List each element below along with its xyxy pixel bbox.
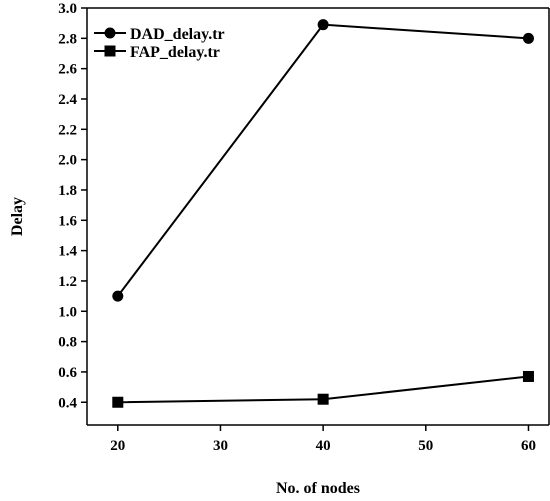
- data-point: [112, 290, 124, 302]
- y-tick-label: 2.2: [58, 122, 77, 138]
- plot-frame: [86, 7, 550, 426]
- series-line-0: [117, 23, 529, 297]
- data-point: [522, 370, 534, 382]
- y-axis-title: Delay: [9, 197, 26, 236]
- x-tick-label: 30: [213, 438, 228, 454]
- data-point: [317, 19, 329, 31]
- y-tick-label: 1.6: [58, 213, 77, 229]
- x-tick-label: 40: [316, 438, 331, 454]
- y-tick-label: 0.8: [58, 335, 77, 351]
- y-tick-label: 0.4: [58, 395, 77, 411]
- y-tick-label: 1.8: [58, 183, 77, 199]
- x-tick-label: 50: [418, 438, 433, 454]
- y-tick-label: 1.2: [58, 274, 77, 290]
- data-point: [317, 393, 329, 405]
- x-axis-title: No. of nodes: [276, 480, 360, 497]
- y-tick-label: 1.0: [58, 304, 77, 320]
- data-point: [522, 32, 534, 44]
- y-axis-ticks: 0.4 0.6 0.8 1.0 1.2 1.4 1.6 1.8 2.0 2.2 2.4 2.6 2.8 3…: [58, 1, 87, 411]
- series-layer: [112, 19, 534, 408]
- data-point: [112, 396, 124, 408]
- y-tick-label: 2.0: [58, 153, 77, 169]
- y-tick-label: 3.0: [58, 1, 77, 17]
- legend-marker-dad: [104, 27, 116, 39]
- y-tick-label: 1.4: [58, 244, 77, 260]
- y-tick-label: 2.4: [58, 92, 77, 108]
- x-tick-label: 20: [110, 438, 125, 454]
- y-tick-label: 2.6: [58, 62, 77, 78]
- y-tick-label: 0.6: [58, 365, 77, 381]
- x-tick-label: 60: [521, 438, 536, 454]
- y-tick-label: 2.8: [58, 31, 77, 47]
- legend-label-dad: DAD_delay.tr: [130, 26, 225, 43]
- legend-label-fap: FAP_delay.tr: [130, 44, 220, 61]
- x-axis-ticks: 20 30 40 50 60: [110, 425, 536, 454]
- legend: DAD_delay.tr FAP_delay.tr: [94, 26, 225, 61]
- legend-marker-fap: [104, 45, 116, 57]
